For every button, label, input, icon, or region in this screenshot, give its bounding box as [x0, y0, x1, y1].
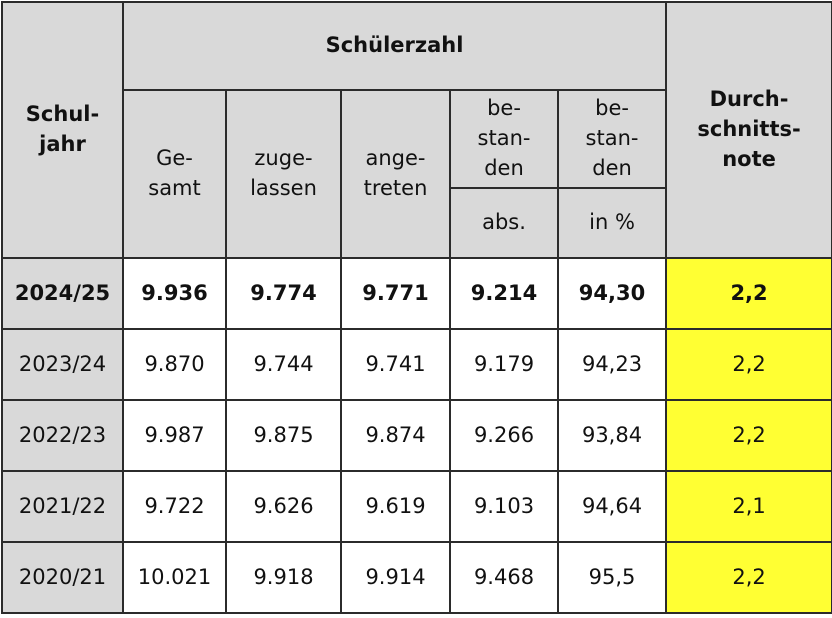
year-cell: 2023/24 — [1, 328, 124, 401]
year-cell: 2024/25 — [1, 257, 124, 330]
year-cell: 2022/23 — [1, 399, 124, 472]
gesamt-cell: 9.936 — [122, 257, 227, 330]
bestanden-abs-cell: 9.266 — [449, 399, 559, 472]
bestanden-pct-cell: 94,23 — [556, 328, 668, 401]
header-gesamt: Ge- samt — [122, 89, 227, 259]
note-cell: 2,2 — [665, 541, 832, 614]
gesamt-cell: 10.021 — [122, 541, 227, 614]
bestanden-pct-cell: 95,5 — [556, 541, 668, 614]
angetreten-cell: 9.619 — [340, 470, 451, 543]
gesamt-cell: 9.722 — [122, 470, 227, 543]
angetreten-cell: 9.874 — [340, 399, 451, 472]
bestanden-pct-cell: 93,84 — [556, 399, 668, 472]
header-durchschnittsnote: Durch- schnitts- note — [665, 1, 832, 259]
note-cell: 2,2 — [665, 328, 832, 401]
angetreten-cell: 9.914 — [340, 541, 451, 614]
year-cell: 2021/22 — [1, 470, 124, 543]
angetreten-cell: 9.771 — [340, 257, 451, 330]
table-row: 2024/25 9.936 9.774 9.771 9.214 94,30 2,… — [1, 257, 832, 330]
bestanden-abs-cell: 9.214 — [449, 257, 559, 330]
angetreten-cell: 9.741 — [340, 328, 451, 401]
bestanden-abs-cell: 9.179 — [449, 328, 559, 401]
header-schuelerzahl: Schülerzahl — [121, 1, 668, 91]
zugelassen-cell: 9.875 — [225, 399, 342, 472]
header-bestanden-abs: be- stan- den — [449, 89, 559, 189]
header-zugelassen: zuge- lassen — [225, 89, 342, 259]
table-row: 2023/24 9.870 9.744 9.741 9.179 94,23 2,… — [1, 328, 832, 401]
zugelassen-cell: 9.918 — [225, 541, 342, 614]
bestanden-abs-cell: 9.468 — [449, 541, 559, 614]
note-cell: 2,2 — [665, 399, 832, 472]
header-schuljahr: Schul- jahr — [1, 1, 124, 259]
zugelassen-cell: 9.774 — [225, 257, 342, 330]
table-row: 2021/22 9.722 9.626 9.619 9.103 94,64 2,… — [1, 470, 832, 543]
header-angetreten: ange- treten — [340, 89, 451, 259]
gesamt-cell: 9.870 — [122, 328, 227, 401]
year-cell: 2020/21 — [1, 541, 124, 614]
header-abs: abs. — [449, 187, 559, 259]
table-row: 2020/21 10.021 9.918 9.914 9.468 95,5 2,… — [1, 541, 832, 614]
header-in-prozent: in % — [556, 187, 668, 259]
zugelassen-cell: 9.744 — [225, 328, 342, 401]
bestanden-abs-cell: 9.103 — [449, 470, 559, 543]
gesamt-cell: 9.987 — [122, 399, 227, 472]
zugelassen-cell: 9.626 — [225, 470, 342, 543]
note-cell: 2,1 — [665, 470, 832, 543]
note-cell: 2,2 — [665, 257, 832, 330]
bestanden-pct-cell: 94,30 — [556, 257, 668, 330]
table-row: 2022/23 9.987 9.875 9.874 9.266 93,84 2,… — [1, 399, 832, 472]
bestanden-pct-cell: 94,64 — [556, 470, 668, 543]
header-bestanden-pct: be- stan- den — [556, 89, 668, 189]
